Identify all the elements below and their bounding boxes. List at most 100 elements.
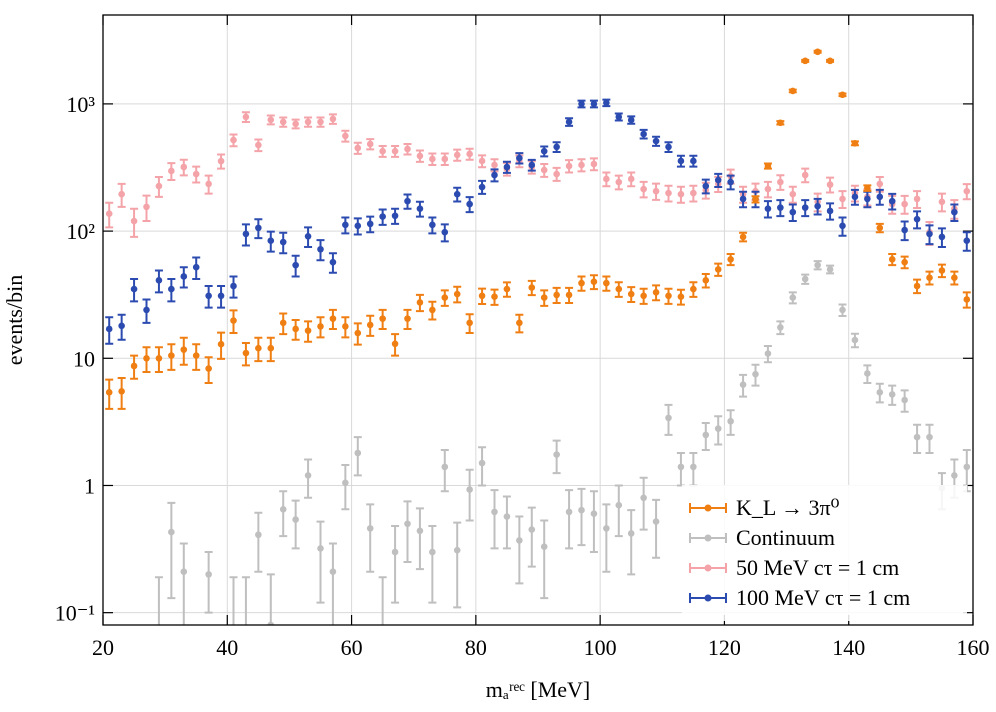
data-point — [118, 388, 125, 395]
data-point — [366, 220, 374, 228]
data-point — [714, 176, 722, 184]
data-point — [528, 526, 536, 533]
data-point — [590, 160, 598, 168]
data-point — [404, 145, 411, 153]
data-point — [702, 431, 710, 439]
data-point — [739, 381, 747, 388]
data-point — [913, 282, 921, 290]
data-point — [292, 325, 299, 333]
y-tick-label: 10² — [66, 219, 95, 244]
data-point — [665, 189, 672, 197]
data-point — [453, 190, 461, 198]
data-point — [938, 267, 946, 274]
data-point — [963, 187, 971, 195]
data-point — [342, 221, 349, 229]
error-bar — [266, 573, 275, 625]
data-point — [540, 166, 548, 174]
error-bar — [204, 550, 213, 614]
data-point — [702, 182, 710, 190]
data-point — [279, 238, 287, 246]
data-point — [143, 306, 150, 314]
data-point — [391, 340, 399, 348]
error-bar — [502, 495, 511, 550]
data-point — [851, 336, 859, 344]
x-tick-label: 100 — [584, 635, 617, 660]
error-bar — [254, 511, 263, 573]
data-point — [951, 472, 958, 479]
data-point — [404, 197, 411, 205]
data-point — [652, 518, 660, 525]
data-point — [578, 100, 585, 108]
data-point — [292, 516, 299, 523]
error-bar — [589, 490, 598, 553]
data-point — [242, 230, 250, 238]
data-point — [578, 161, 585, 169]
x-tick-label: 20 — [92, 635, 114, 660]
error-bar — [167, 501, 176, 600]
data-point — [466, 150, 473, 158]
error-bar — [179, 542, 188, 625]
data-point — [690, 189, 697, 197]
data-point — [466, 200, 473, 208]
error-bar — [652, 498, 661, 559]
data-point — [180, 163, 188, 171]
data-point — [777, 324, 784, 331]
data-point — [702, 277, 710, 284]
data-point — [466, 486, 473, 493]
data-point — [342, 323, 349, 330]
data-point — [565, 291, 573, 299]
data-point — [516, 154, 523, 162]
data-point — [429, 221, 436, 229]
data-point — [503, 513, 511, 520]
data-point — [168, 352, 175, 359]
error-bar — [490, 489, 499, 550]
data-point — [304, 472, 312, 479]
error-bar — [328, 542, 337, 625]
data-point — [205, 292, 212, 300]
data-point — [938, 233, 946, 241]
data-point — [677, 293, 685, 300]
error-bar — [527, 506, 536, 568]
data-point — [279, 505, 287, 513]
data-point — [826, 181, 834, 188]
data-point — [329, 258, 337, 266]
data-point — [826, 207, 834, 215]
data-point — [192, 263, 200, 271]
data-point — [764, 185, 772, 193]
data-point — [764, 350, 772, 357]
data-point — [416, 152, 424, 160]
x-tick-label: 160 — [957, 635, 990, 660]
data-point — [478, 157, 486, 165]
error-bar — [453, 521, 462, 609]
data-point — [242, 113, 250, 121]
data-point — [690, 463, 697, 471]
data-point — [491, 171, 498, 179]
data-point — [317, 118, 324, 126]
data-point — [901, 396, 908, 404]
data-point — [640, 494, 647, 502]
data-point — [441, 228, 449, 236]
data-point — [379, 213, 386, 220]
error-bar — [614, 484, 623, 538]
data-point — [938, 198, 946, 206]
data-point — [105, 389, 113, 396]
data-point — [590, 100, 598, 108]
data-point — [230, 136, 237, 144]
error-bar — [403, 500, 412, 564]
data-point — [777, 204, 784, 211]
x-tick-label: 80 — [465, 635, 487, 660]
data-point — [379, 629, 386, 636]
data-point — [255, 141, 262, 149]
data-point — [118, 190, 125, 198]
error-bar — [366, 503, 375, 573]
data-point — [951, 208, 958, 216]
data-point — [205, 571, 212, 578]
data-point — [714, 425, 722, 432]
data-point — [130, 362, 138, 370]
data-point — [453, 151, 461, 159]
data-point — [168, 167, 175, 175]
data-point — [603, 279, 610, 287]
data-point — [279, 319, 287, 327]
data-point — [876, 389, 884, 396]
data-point — [677, 463, 685, 471]
